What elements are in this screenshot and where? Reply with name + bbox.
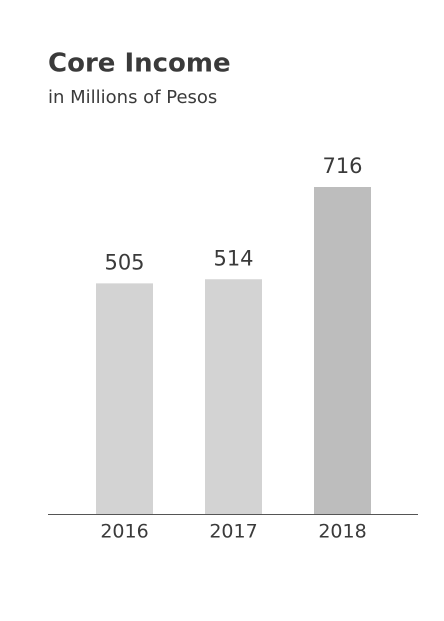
x-tick-label: 2018 bbox=[318, 521, 366, 543]
bar bbox=[96, 283, 153, 514]
bar bbox=[314, 187, 371, 514]
data-label: 716 bbox=[322, 154, 362, 178]
bar bbox=[205, 279, 262, 514]
chart-subtitle: in Millions of Pesos bbox=[48, 87, 217, 108]
data-label: 505 bbox=[104, 250, 144, 274]
x-tick-label: 2017 bbox=[209, 521, 257, 543]
x-tick-label: 2016 bbox=[100, 521, 148, 543]
chart-title: Core Income bbox=[48, 49, 231, 79]
data-label: 514 bbox=[213, 246, 253, 270]
